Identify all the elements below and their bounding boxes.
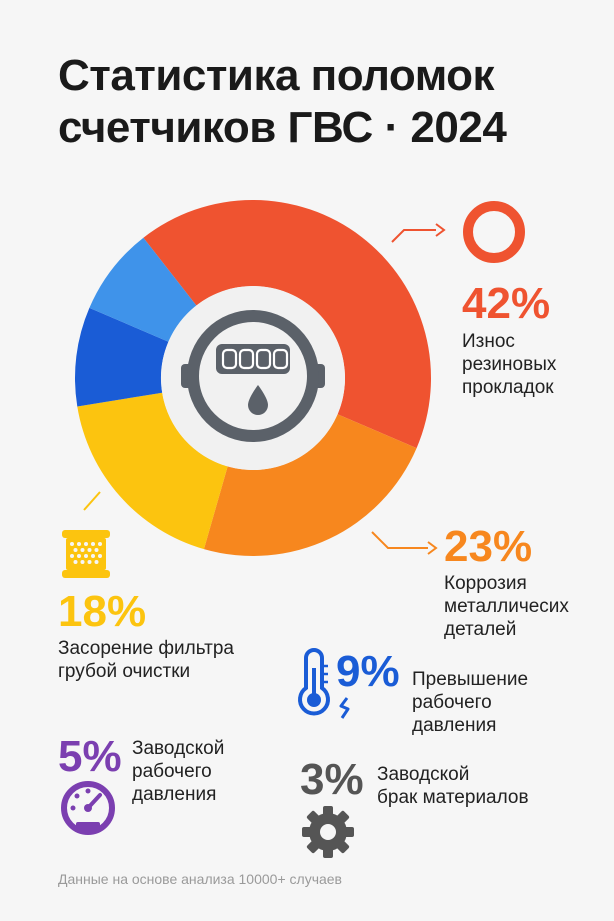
label-3: Заводской брак материалов [377,763,529,809]
donut-segments [74,200,431,556]
label-9-line-1: Превышение [412,669,529,690]
percent-18: 18% [58,587,147,636]
segment-filter-clogging [77,392,228,550]
label-18-line-2: грубой очистки [58,661,191,682]
pressure-gauge-icon [61,781,115,835]
title-line-2: счетчиков ГВС · 2024 [58,103,507,152]
segment-overpressure [74,307,169,407]
label-3-line-1: Заводской [377,764,470,785]
label-5-line-2: рабочего [132,761,212,782]
arrow-to-42 [391,229,436,243]
label-42-line-1: Износ [462,331,515,352]
label-23-line-1: Коррозия [444,573,527,594]
ring-icon [463,201,525,263]
label-23-line-3: деталей [444,619,517,640]
label-3-line-2: брак материалов [377,787,529,808]
label-5-line-1: Заводской [132,738,225,759]
label-9-line-2: рабочего [412,692,492,713]
footnote: Данные на основе анализа 10000+ случаев [58,871,342,887]
percent-23: 23% [444,522,533,571]
leader-arrows [83,223,446,555]
label-9-line-3: давления [412,715,497,736]
label-5: Заводской рабочего давления [132,737,224,806]
gear-icon [302,806,354,858]
segment-corrosion [203,414,417,556]
filter-cartridge-icon [62,530,110,578]
label-23-line-2: металличесих [444,596,569,617]
label-23: Коррозия металличесих деталей [444,572,569,641]
water-meter-icon [181,310,325,442]
page-title: Статистика поломок счетчиков ГВС · 2024 [58,50,598,154]
label-18: Засорение фильтра грубой очистки [58,637,234,683]
line-to-18 [83,491,101,511]
percent-3: 3% [300,755,364,804]
label-42-line-2: резиновых [462,354,557,375]
segment-factory-defects [89,237,197,342]
arrow-to-23 [371,531,428,549]
water-drop-icon [248,385,268,415]
percent-42: 42% [462,279,551,328]
percent-9: 9% [336,647,400,696]
label-5-line-3: давления [132,784,217,805]
label-42-line-3: прокладок [462,377,554,398]
percent-5: 5% [58,732,122,781]
label-18-line-1: Засорение фильтра [58,638,234,659]
label-9: Превышение рабочего давления [412,668,528,737]
title-line-1: Статистика поломок [58,51,495,100]
segment-wear-gaskets [143,200,431,449]
thermometer-icon [298,648,350,719]
label-42: Износ резиновых прокладок [462,330,556,399]
